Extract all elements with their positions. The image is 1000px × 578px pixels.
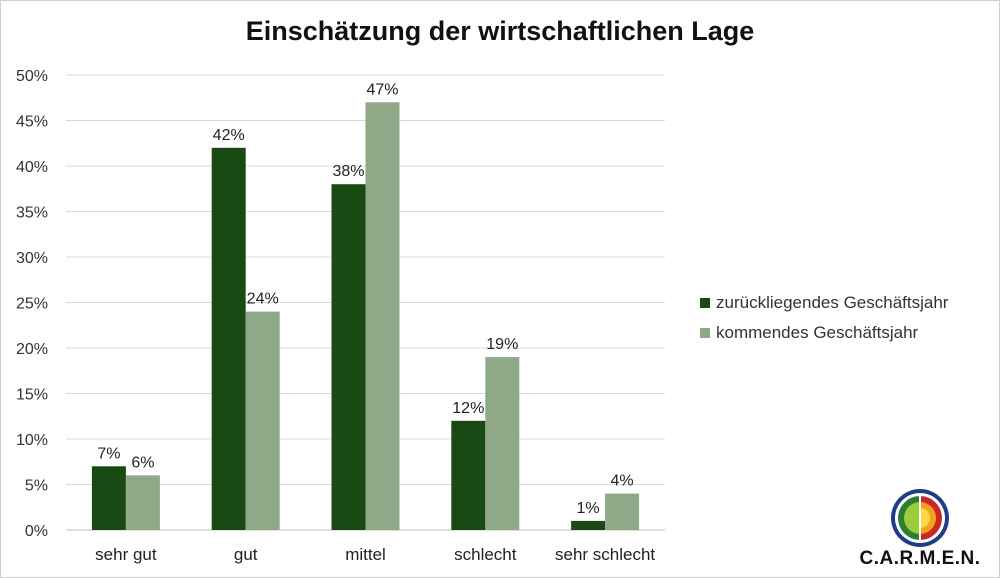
bar — [365, 102, 400, 531]
bar — [211, 147, 246, 531]
legend-label: zurückliegendes Geschäftsjahr — [716, 293, 949, 312]
data-label: 38% — [332, 163, 364, 180]
legend-swatch — [700, 328, 710, 338]
y-tick-label: 20% — [16, 341, 48, 358]
data-label: 24% — [247, 291, 279, 308]
bar — [605, 493, 640, 530]
data-label: 6% — [131, 454, 154, 471]
legend: zurückliegendes Geschäftsjahr kommendes … — [700, 288, 948, 348]
chart-title: Einschätzung der wirtschaftlichen Lage — [245, 16, 755, 46]
x-tick-label: mittel — [345, 545, 386, 564]
data-label: 47% — [366, 81, 398, 98]
y-tick-label: 45% — [16, 114, 48, 131]
y-tick-label: 15% — [16, 387, 48, 404]
logo-text: C.A.R.M.E.N. — [859, 548, 981, 569]
x-tick-label: sehr gut — [95, 545, 157, 564]
bar — [571, 520, 606, 530]
y-tick-label: 30% — [16, 250, 48, 267]
x-tick-label: sehr schlecht — [555, 545, 655, 564]
legend-swatch — [700, 298, 710, 308]
data-label: 4% — [611, 473, 634, 490]
legend-item-series-1: zurückliegendes Geschäftsjahr — [700, 288, 948, 318]
x-tick-label: gut — [234, 545, 258, 564]
y-tick-label: 50% — [16, 68, 48, 85]
carmen-logo: C.A.R.M.E.N. — [855, 488, 985, 576]
x-tick-label: schlecht — [454, 545, 517, 564]
y-tick-label: 25% — [16, 296, 48, 313]
legend-item-series-2: kommendes Geschäftsjahr — [700, 318, 948, 348]
carmen-logo-icon — [891, 489, 949, 547]
y-tick-label: 40% — [16, 159, 48, 176]
bar — [331, 184, 366, 530]
data-label: 19% — [486, 336, 518, 353]
data-label: 42% — [213, 127, 245, 144]
bar — [485, 357, 520, 530]
y-tick-label: 10% — [16, 432, 48, 449]
data-label: 7% — [97, 445, 120, 462]
bar — [245, 311, 280, 530]
data-label: 1% — [577, 500, 600, 517]
bar — [125, 475, 160, 530]
bar — [451, 420, 486, 530]
y-tick-label: 5% — [25, 478, 48, 495]
y-tick-label: 35% — [16, 205, 48, 222]
bar — [91, 466, 126, 530]
data-label: 12% — [452, 400, 484, 417]
legend-label: kommendes Geschäftsjahr — [716, 323, 919, 342]
y-tick-label: 0% — [25, 523, 48, 540]
